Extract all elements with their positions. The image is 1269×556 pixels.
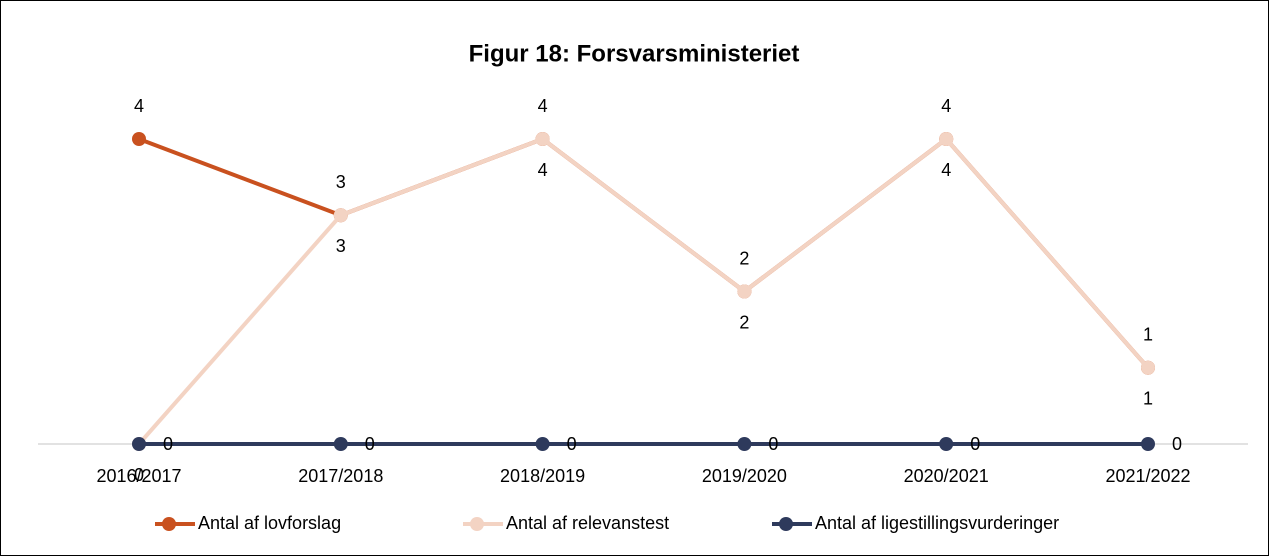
- data-label: 1: [1143, 389, 1153, 409]
- x-tick-label: 2019/2020: [702, 466, 787, 486]
- point: [333, 437, 348, 451]
- data-label: 3: [336, 172, 346, 192]
- point: [333, 208, 348, 223]
- legend-marker: [162, 517, 176, 531]
- point: [535, 132, 550, 146]
- x-tick-label: 2021/2022: [1105, 466, 1190, 486]
- x-tick-label: 2018/2019: [500, 466, 585, 486]
- point: [132, 437, 146, 451]
- point: [939, 132, 954, 146]
- data-label: 4: [538, 160, 548, 180]
- point: [939, 437, 954, 451]
- legend-label: Antal af lovforslag: [198, 513, 341, 533]
- x-tick-label: 2017/2018: [298, 466, 383, 486]
- data-label: 4: [941, 96, 951, 116]
- point: [737, 437, 752, 451]
- data-label: 0: [970, 434, 980, 454]
- data-label: 2: [739, 312, 749, 332]
- data-label: 0: [365, 434, 375, 454]
- x-tick-label: 2020/2021: [904, 466, 989, 486]
- chart-title: Figur 18: Forsvarsministeriet: [469, 40, 800, 67]
- point: [737, 284, 752, 299]
- point: [132, 132, 146, 146]
- data-label: 0: [134, 465, 144, 485]
- legend-marker: [779, 517, 793, 531]
- data-label: 3: [336, 236, 346, 256]
- data-label: 4: [941, 160, 951, 180]
- legend-label: Antal af ligestillingsvurderinger: [815, 513, 1059, 533]
- data-label: 4: [134, 96, 144, 116]
- data-label: 4: [538, 96, 548, 116]
- legend-marker: [470, 517, 484, 531]
- data-label: 2: [739, 248, 749, 268]
- point: [1141, 360, 1155, 375]
- x-tick-label: 2016/2017: [96, 466, 181, 486]
- legend-label: Antal af relevanstest: [506, 513, 669, 533]
- data-label: 1: [1143, 325, 1153, 345]
- data-label: 0: [163, 434, 173, 454]
- point: [535, 437, 550, 451]
- point: [1141, 437, 1155, 451]
- data-label: 0: [1172, 434, 1182, 454]
- series-line: [137, 137, 1150, 446]
- data-label: 0: [567, 434, 577, 454]
- data-label: 0: [768, 434, 778, 454]
